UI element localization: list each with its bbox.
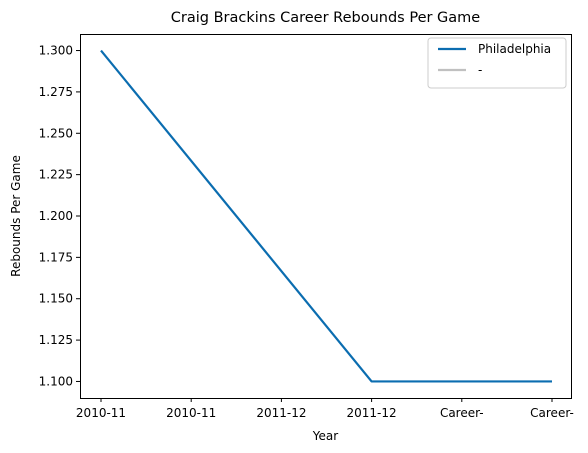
legend-label: Philadelphia: [478, 42, 551, 56]
y-tick-label: 1.150: [39, 292, 73, 306]
x-axis: 2010-11 2010-11 2011-12 2011-12 Career- Caree…: [76, 398, 574, 420]
x-tick-label: 2011-12: [256, 406, 306, 420]
legend-label: -: [478, 63, 482, 77]
y-axis: 1.100 1.125 1.150 1.175 1.200 1.225 1.250 1.275…: [39, 44, 80, 388]
x-tick-label: 2010-11: [166, 406, 216, 420]
x-tick-label: 2010-11: [76, 406, 126, 420]
x-tick-label: Career-: [530, 406, 574, 420]
y-tick-label: 1.275: [39, 85, 73, 99]
plot-frame: [80, 34, 572, 399]
plot-marks: [100, 49, 552, 383]
chart-title: Craig Brackins Career Rebounds Per Game: [171, 10, 481, 26]
y-axis-label: Rebounds Per Game: [9, 155, 23, 277]
y-tick-label: 1.250: [39, 126, 73, 140]
x-tick-label: 2011-12: [347, 406, 397, 420]
y-tick-label: 1.175: [39, 250, 73, 264]
y-tick-label: 1.200: [39, 209, 73, 223]
y-tick-label: 1.300: [39, 44, 73, 58]
legend-box: [427, 37, 567, 89]
x-axis-label: Year: [312, 429, 338, 443]
x-tick-label: Career-: [440, 406, 484, 420]
series-line-philadelphia: [100, 49, 552, 383]
y-tick-label: 1.125: [39, 333, 73, 347]
y-tick-label: 1.225: [39, 168, 73, 182]
y-tick-label: 1.100: [39, 374, 73, 388]
legend: Philadelphia -: [427, 37, 567, 89]
